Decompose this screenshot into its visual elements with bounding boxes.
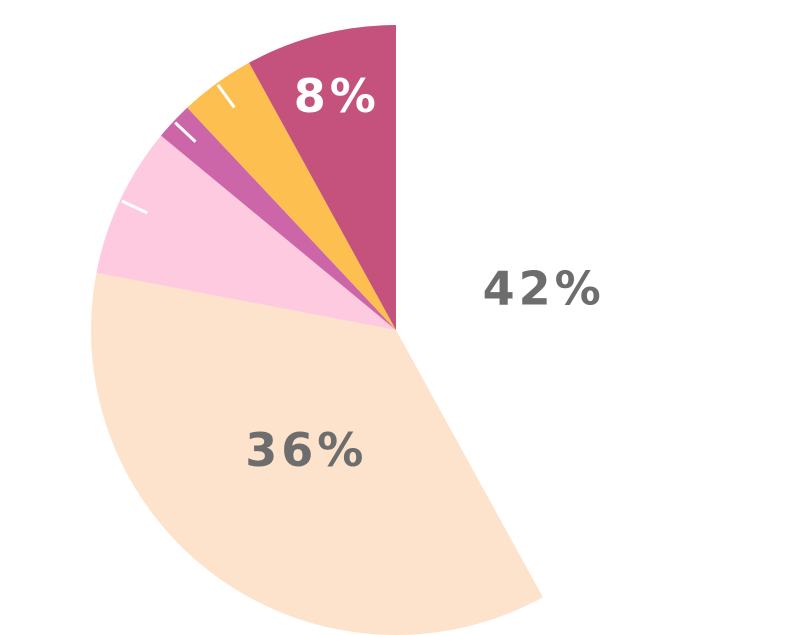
data-label: 8% [294, 69, 380, 123]
pie-slice [96, 135, 396, 330]
label-tick [121, 199, 148, 215]
label-tick [216, 83, 236, 109]
pie-slice [396, 25, 702, 598]
pie-slice [160, 107, 396, 330]
label-tick [174, 121, 197, 143]
pie-slice [90, 272, 543, 635]
pie-slice [249, 25, 396, 330]
data-label: 36% [245, 423, 367, 477]
data-label: 42% [483, 262, 605, 316]
pie-slice [187, 62, 396, 330]
